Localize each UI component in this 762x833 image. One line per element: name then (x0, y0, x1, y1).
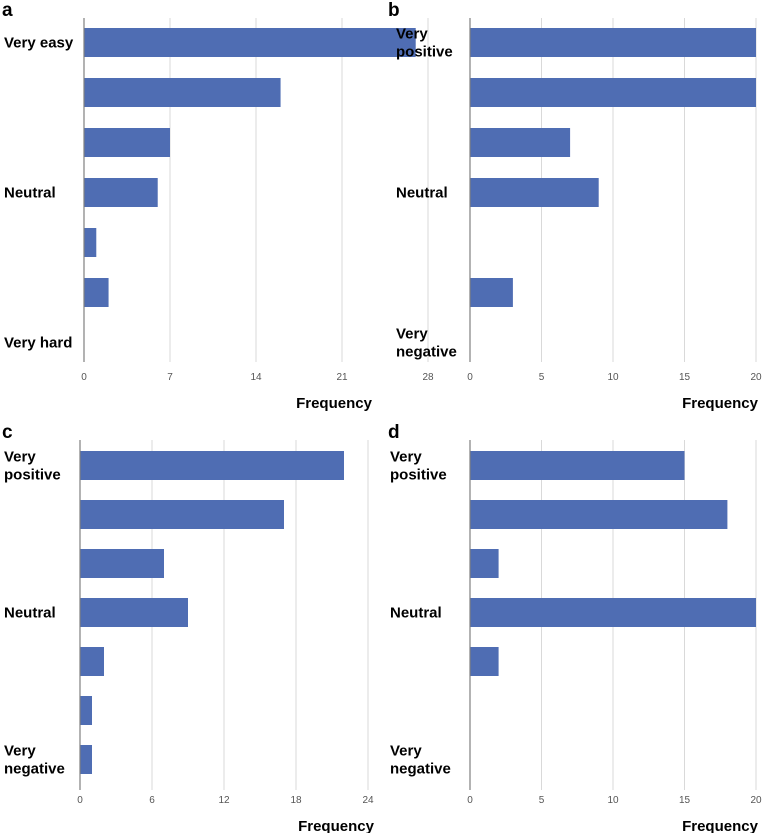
category-label-7: Very (396, 326, 428, 343)
x-tick-label-10: 10 (607, 795, 619, 806)
x-tick-label-7: 7 (167, 372, 173, 383)
bar-c-2 (80, 500, 284, 529)
x-axis-title: Frequency (682, 818, 759, 833)
bar-a-2 (84, 78, 281, 107)
category-label-7: Very (4, 743, 36, 760)
category-label-4: Neutral (4, 605, 56, 622)
bar-a-6 (84, 278, 109, 307)
bar-b-6 (470, 278, 513, 307)
x-tick-label-6: 6 (149, 795, 155, 806)
x-tick-label-0: 0 (467, 372, 473, 383)
bar-c-1 (80, 451, 344, 480)
bar-d-2 (470, 500, 728, 529)
x-axis-title: Frequency (682, 395, 759, 412)
bar-c-6 (80, 696, 92, 725)
x-tick-label-20: 20 (750, 372, 762, 383)
x-tick-label-0: 0 (81, 372, 87, 383)
category-label-7: negative (390, 761, 451, 778)
x-tick-label-10: 10 (607, 372, 619, 383)
x-tick-label-24: 24 (362, 795, 374, 806)
category-label-1: Very easy (4, 35, 74, 52)
x-tick-label-15: 15 (679, 795, 691, 806)
category-label-1: Very (396, 26, 428, 43)
category-label-4: Neutral (4, 185, 56, 202)
category-label-7: Very hard (4, 335, 72, 352)
bar-c-7 (80, 745, 92, 774)
category-label-4: Neutral (396, 185, 448, 202)
x-tick-label-15: 15 (679, 372, 691, 383)
x-tick-label-20: 20 (750, 795, 762, 806)
bar-b-2 (470, 78, 756, 107)
bar-c-4 (80, 598, 188, 627)
category-label-7: negative (396, 344, 457, 361)
bar-d-4 (470, 598, 756, 627)
x-tick-label-0: 0 (77, 795, 83, 806)
category-label-1: positive (4, 467, 61, 484)
bar-b-4 (470, 178, 599, 207)
category-label-7: Very (390, 743, 422, 760)
x-tick-label-21: 21 (336, 372, 348, 383)
category-label-1: positive (390, 467, 447, 484)
x-tick-label-5: 5 (539, 795, 545, 806)
x-tick-label-28: 28 (422, 372, 434, 383)
bar-a-3 (84, 128, 170, 157)
x-axis-title: Frequency (296, 395, 373, 412)
category-label-1: positive (396, 44, 453, 61)
panel-letter-c: c (2, 422, 13, 443)
bar-b-1 (470, 28, 756, 57)
bar-a-5 (84, 228, 97, 257)
panel-letter-a: a (2, 0, 13, 21)
x-tick-label-5: 5 (539, 372, 545, 383)
bar-a-4 (84, 178, 158, 207)
x-tick-label-18: 18 (290, 795, 302, 806)
bar-a-1 (84, 28, 416, 57)
bar-b-3 (470, 128, 571, 157)
panel-letter-b: b (388, 0, 400, 21)
x-tick-label-14: 14 (250, 372, 262, 383)
panel-letter-d: d (388, 422, 400, 443)
category-label-1: Very (390, 449, 422, 466)
bar-d-3 (470, 549, 499, 578)
category-label-7: negative (4, 761, 65, 778)
bar-d-1 (470, 451, 685, 480)
x-tick-label-0: 0 (467, 795, 473, 806)
bar-c-5 (80, 647, 104, 676)
x-tick-label-12: 12 (218, 795, 230, 806)
category-label-1: Very (4, 449, 36, 466)
category-label-4: Neutral (390, 605, 442, 622)
x-axis-title: Frequency (298, 818, 375, 833)
bar-c-3 (80, 549, 164, 578)
bar-d-5 (470, 647, 499, 676)
